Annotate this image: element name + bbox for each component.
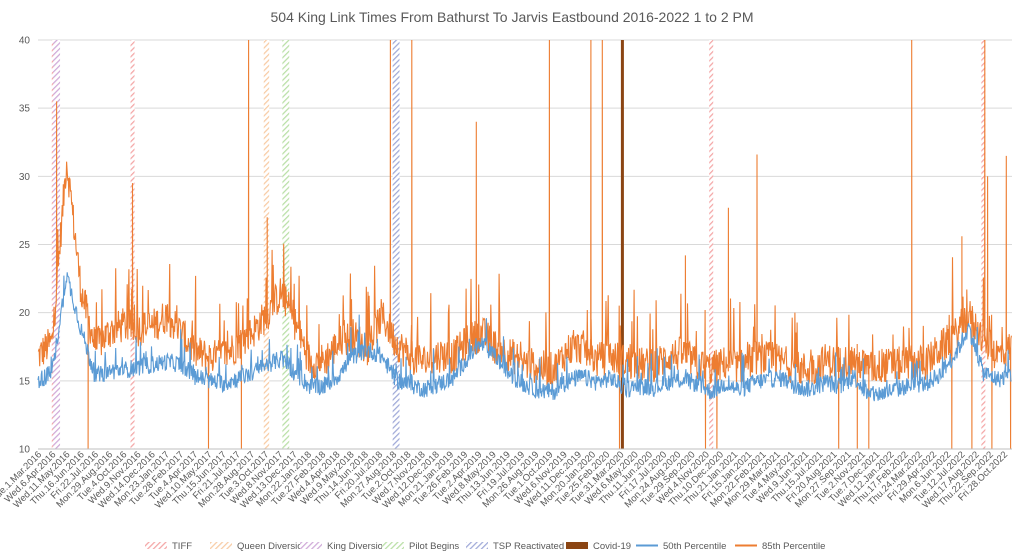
y-tick-label: 30 bbox=[19, 172, 31, 183]
legend-label: Covid-19 bbox=[593, 541, 631, 552]
series-85th-percentile bbox=[37, 39, 1012, 450]
legend-item-85th-percentile: 85th Percentile bbox=[735, 541, 825, 552]
event-marker-tiff bbox=[709, 40, 714, 449]
legend-swatch bbox=[466, 542, 488, 549]
event-marker-tiff bbox=[981, 40, 986, 449]
legend-label: TIFF bbox=[172, 541, 192, 552]
legend-item-queen-diversion: Queen Diversion bbox=[210, 541, 308, 552]
legend-swatch bbox=[566, 542, 588, 549]
chart-title: 504 King Link Times From Bathurst To Jar… bbox=[271, 9, 754, 25]
legend-item-tsp-reactivated: TSP Reactivated bbox=[466, 541, 564, 552]
y-tick-label: 25 bbox=[19, 240, 31, 251]
y-axis: 10 15 20 25 30 35 40 bbox=[19, 36, 31, 456]
legend-label: Queen Diversion bbox=[237, 541, 308, 552]
legend-item-covid-19: Covid-19 bbox=[566, 541, 631, 552]
legend-label: 50th Percentile bbox=[663, 541, 726, 552]
event-marker-tsp-reactivated bbox=[395, 40, 400, 449]
y-tick-label: 15 bbox=[19, 376, 31, 387]
legend-swatch bbox=[300, 542, 322, 549]
legend: TIFF Queen Diversion King Diversion Pilot B… bbox=[145, 541, 825, 552]
event-marker-king-diversion bbox=[53, 40, 58, 449]
y-tick-label: 20 bbox=[19, 308, 31, 319]
legend-swatch bbox=[145, 542, 167, 549]
legend-label: Pilot Begins bbox=[409, 541, 459, 552]
legend-label: King Diversion bbox=[327, 541, 388, 552]
legend-swatch bbox=[210, 542, 232, 549]
series-lines bbox=[37, 39, 1012, 450]
event-marker-pilot-begins bbox=[285, 40, 290, 449]
legend-item-pilot-begins: Pilot Begins bbox=[382, 541, 459, 552]
y-tick-label: 35 bbox=[19, 104, 31, 115]
legend-item-king-diversion: King Diversion bbox=[300, 541, 388, 552]
legend-label: TSP Reactivated bbox=[493, 541, 564, 552]
y-tick-label: 10 bbox=[19, 445, 31, 456]
series-50th-percentile bbox=[37, 272, 1012, 402]
event-marker-tsp-reactivated bbox=[392, 40, 397, 449]
y-tick-label: 40 bbox=[19, 36, 31, 47]
legend-item-50th-percentile: 50th Percentile bbox=[636, 541, 726, 552]
x-axis: Tue.1.Mar.2016Wed.6.Apr.2016Wed.11.May.2… bbox=[0, 448, 1012, 511]
event-marker-covid-19 bbox=[620, 40, 624, 449]
event-marker-pilot-begins bbox=[282, 40, 287, 449]
legend-item-tiff: TIFF bbox=[145, 541, 192, 552]
legend-label: 85th Percentile bbox=[762, 541, 825, 552]
legend-swatch bbox=[382, 542, 404, 549]
